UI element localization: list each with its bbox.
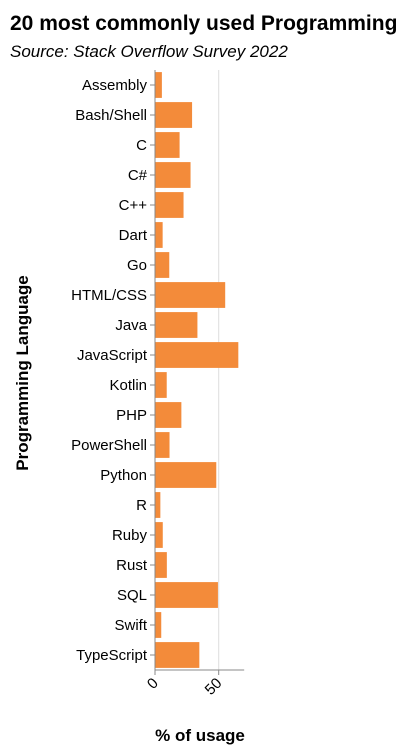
- y-tick-label: PowerShell: [71, 437, 147, 454]
- bar: [155, 432, 170, 458]
- bar: [155, 282, 226, 308]
- y-axis-title: Programming Language: [13, 275, 32, 471]
- bar: [155, 552, 167, 578]
- y-tick-label: C: [136, 137, 147, 154]
- y-tick-label: TypeScript: [76, 647, 148, 664]
- chart-title: 20 most commonly used Programming Langua…: [10, 12, 400, 35]
- bar: [155, 612, 162, 638]
- y-tick-label: HTML/CSS: [71, 287, 147, 304]
- bar: [155, 372, 167, 398]
- bar: [155, 222, 163, 248]
- x-tick-label: 0: [144, 675, 162, 693]
- y-tick-label: SQL: [117, 587, 147, 604]
- y-tick-label: C#: [128, 167, 148, 184]
- bar: [155, 402, 182, 428]
- y-tick-label: Assembly: [82, 77, 148, 94]
- bar: [155, 72, 162, 98]
- y-tick-label: Rust: [116, 557, 148, 574]
- axes: [150, 70, 245, 675]
- y-tick-label: Dart: [119, 227, 148, 244]
- y-tick-label: PHP: [116, 407, 147, 424]
- bar: [155, 642, 200, 668]
- bar: [155, 342, 239, 368]
- y-tick-label: C++: [119, 197, 148, 214]
- y-tick-label: Swift: [114, 617, 147, 634]
- x-axis-title: % of usage: [155, 726, 245, 745]
- bar: [155, 492, 161, 518]
- bar: [155, 312, 198, 338]
- y-tick-label: R: [136, 497, 147, 514]
- bar: [155, 462, 217, 488]
- bar: [155, 162, 191, 188]
- bars: [155, 72, 239, 668]
- bar: [155, 132, 180, 158]
- tick-labels: 0 50 Assembly Bash/Shell C C# C++ Dart Go HTML/CS…: [71, 77, 225, 699]
- bar: [155, 582, 218, 608]
- y-tick-label: JavaScript: [77, 347, 148, 364]
- x-tick-label: 50: [202, 675, 226, 699]
- y-tick-label: Python: [100, 467, 147, 484]
- y-tick-label: Ruby: [112, 527, 148, 544]
- grid-lines: [218, 70, 220, 670]
- y-tick-label: Kotlin: [109, 377, 147, 394]
- y-tick-label: Go: [127, 257, 147, 274]
- y-tick-label: Java: [115, 317, 147, 334]
- chart-subtitle: Source: Stack Overflow Survey 2022: [10, 42, 288, 61]
- bar: [155, 192, 184, 218]
- y-tick-label: Bash/Shell: [75, 107, 147, 124]
- bar: [155, 522, 163, 548]
- bar: [155, 252, 170, 278]
- bar: [155, 102, 193, 128]
